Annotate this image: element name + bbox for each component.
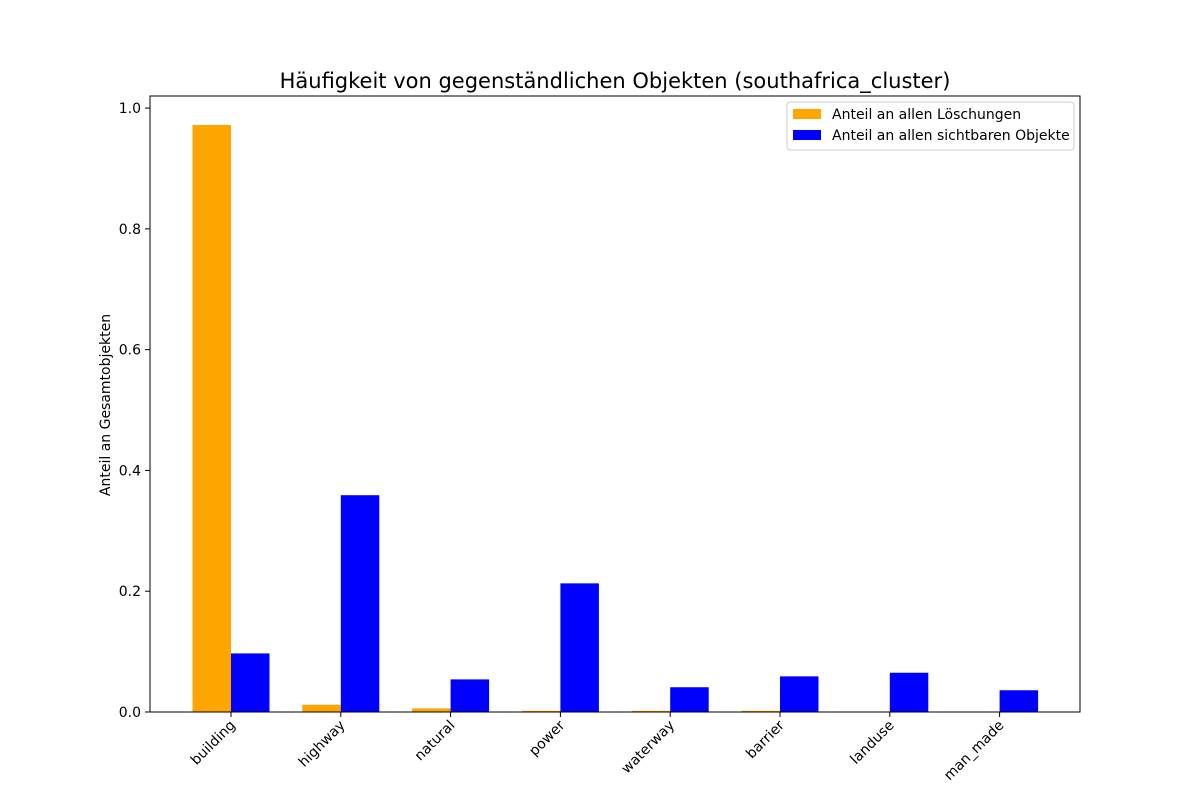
- chart-title: Häufigkeit von gegenständlichen Objekten…: [280, 69, 951, 94]
- legend-label-sichtbare: Anteil an allen sichtbaren Objekte: [832, 128, 1070, 144]
- legend: Anteil an allen Löschungen Anteil an all…: [786, 101, 1075, 151]
- y-tick-label: 1.0: [119, 101, 141, 117]
- x-tick-label-building: building: [188, 718, 239, 769]
- y-tick-label: 0.6: [119, 343, 141, 359]
- x-tick-label-power: power: [526, 717, 568, 759]
- y-tick-label: 0.8: [119, 222, 141, 238]
- x-tick-label-waterway: waterway: [618, 718, 678, 778]
- x-tick-label-highway: highway: [296, 718, 349, 771]
- bar-loeschungen-barrier: [741, 710, 780, 712]
- x-axis-ticks: building highway natural power waterway barri…: [188, 712, 1007, 784]
- legend-label-loeschungen: Anteil an allen Löschungen: [832, 107, 1021, 123]
- plot-frame: [149, 95, 1081, 713]
- bar-loeschungen-building: [192, 124, 231, 713]
- legend-box: [786, 101, 1075, 151]
- x-tick-label-man_made: man_made: [941, 718, 1007, 784]
- bar-sichtbare-highway: [340, 495, 380, 712]
- y-tick-label: 0.4: [119, 463, 141, 479]
- bar-sichtbare-power: [560, 583, 599, 712]
- y-axis-label: Anteil an Gesamtobjekten: [98, 314, 114, 496]
- bar-loeschungen-power: [521, 710, 561, 712]
- y-tick-label: 0.0: [119, 705, 141, 721]
- bar-sichtbare-barrier: [780, 676, 819, 712]
- x-tick-label-natural: natural: [412, 718, 459, 765]
- bar-sichtbare-waterway: [670, 687, 709, 712]
- x-tick-label-landuse: landuse: [847, 718, 897, 768]
- bar-sichtbare-man_made: [999, 690, 1039, 712]
- bar-loeschungen-waterway: [631, 710, 671, 712]
- y-axis-ticks: 0.0 0.2 0.4 0.6 0.8 1.0: [119, 101, 150, 721]
- bars-group: [192, 124, 1039, 713]
- legend-swatch-sichtbare: [793, 130, 821, 140]
- y-tick-label: 0.2: [119, 584, 141, 600]
- bar-sichtbare-building: [231, 653, 270, 712]
- x-tick-label-barrier: barrier: [743, 717, 788, 762]
- legend-swatch-loeschungen: [793, 109, 821, 119]
- bar-loeschungen-natural: [412, 708, 451, 712]
- bar-loeschungen-highway: [302, 704, 341, 712]
- bar-sichtbare-natural: [450, 679, 490, 712]
- bar-sichtbare-landuse: [889, 672, 929, 712]
